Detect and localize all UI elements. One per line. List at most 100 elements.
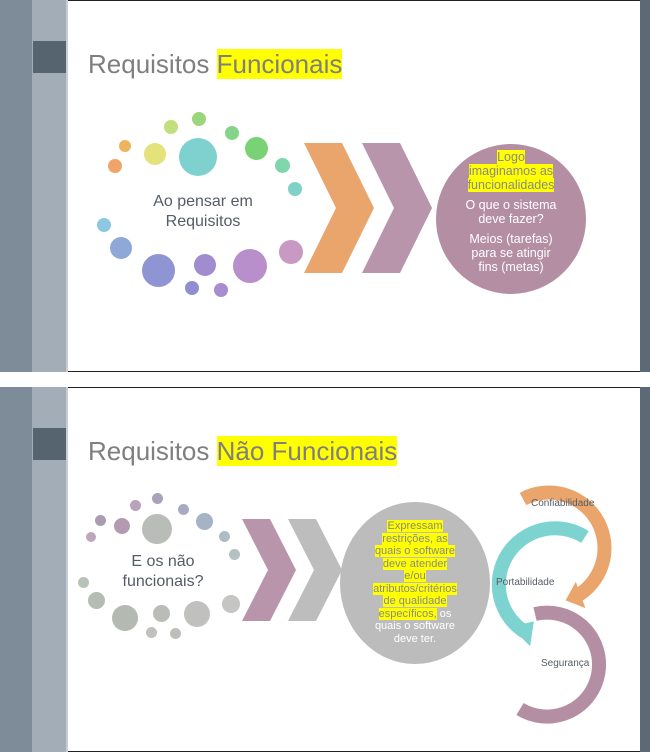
highlight-line: quais o software — [374, 545, 456, 557]
left-band-dark — [0, 0, 32, 372]
center-text: Ao pensar em Requisitos — [128, 192, 278, 232]
accent-square — [33, 428, 66, 460]
left-band-edge — [66, 0, 68, 372]
dot — [179, 138, 217, 176]
arc-label-seguranca: Segurança — [541, 658, 590, 669]
dot — [112, 605, 138, 631]
dot — [142, 254, 175, 287]
slide-title: Requisitos Não Funcionais — [88, 436, 398, 467]
chevron-1 — [304, 143, 374, 273]
arc-portabilidade-arrowhead — [510, 621, 534, 647]
dot — [152, 493, 163, 504]
highlight-line: deve atender — [382, 557, 448, 570]
info-circle: Expressam restrições, as quais o softwar… — [340, 502, 490, 664]
dot — [130, 500, 141, 511]
slide-title: Requisitos Funcionais — [88, 49, 343, 80]
dot — [95, 515, 106, 526]
dot — [110, 237, 132, 259]
arc-confiabilidade — [519, 485, 612, 604]
dot — [97, 218, 111, 232]
dot — [196, 513, 213, 530]
dot — [86, 532, 96, 542]
dot — [233, 249, 267, 283]
arc-label-confiabilidade: Confiabilidade — [531, 498, 595, 509]
circle-line: Meios (tarefas) — [469, 232, 553, 246]
highlight-line: de qualidade — [383, 595, 447, 607]
dot — [146, 627, 157, 638]
dot — [178, 504, 189, 515]
left-band-dark — [0, 387, 32, 752]
highlight-line: atributos/critérios — [373, 582, 457, 595]
tail-text: os — [436, 607, 452, 620]
dot — [229, 549, 240, 560]
center-text: E os não funcionais? — [98, 552, 228, 592]
info-circle: Logo imaginamos as funcionalidades O que… — [436, 144, 586, 294]
highlight-line: e/ou — [404, 570, 426, 582]
means-lines: Meios (tarefas) para se atingir fins (me… — [436, 232, 586, 274]
slide-nonfunctional-requirements: Requisitos Não Funcionais E os não funci… — [0, 387, 650, 752]
dot — [279, 240, 303, 264]
center-text-line: Ao pensar em — [153, 193, 253, 210]
right-strip — [640, 387, 650, 752]
cycle-arcs — [491, 485, 612, 724]
dot — [222, 595, 240, 613]
dot — [214, 283, 228, 297]
highlight-lines: Expressam restrições, as quais o softwar… — [340, 520, 490, 645]
dot — [185, 281, 199, 295]
title-plain: Requisitos — [88, 436, 217, 466]
slide-functional-requirements: Requisitos Funcionais Ao pensar em Requi… — [0, 0, 650, 372]
dot — [78, 577, 89, 588]
highlight-line: imaginamos as — [468, 164, 554, 178]
dot — [114, 518, 130, 534]
dot — [219, 531, 230, 542]
info-circle-content: Logo imaginamos as funcionalidades O que… — [436, 144, 586, 274]
dot — [142, 514, 172, 544]
dot — [275, 158, 290, 173]
arc-label-portabilidade: Portabilidade — [496, 577, 555, 588]
circle-line: quais o software — [374, 620, 456, 632]
circle-line: fins (metas) — [478, 260, 544, 274]
question-lines: O que o sistema deve fazer? — [436, 198, 586, 226]
dot — [119, 140, 131, 152]
circle-line: deve ter. — [393, 632, 437, 645]
left-band-edge — [66, 387, 68, 752]
chevron-1 — [242, 519, 296, 621]
circle-line: deve fazer? — [478, 212, 544, 226]
highlight-line: Expressam — [387, 520, 443, 532]
dot — [153, 605, 170, 622]
title-highlight: Não Funcionais — [216, 436, 398, 466]
chevron-arrows — [242, 519, 342, 621]
center-text-line: E os não — [131, 553, 195, 570]
circle-line: para se atingir — [471, 246, 551, 260]
highlight-line: específicos, — [378, 607, 437, 620]
arc-confiabilidade-arrowhead — [565, 581, 586, 609]
accent-square — [33, 41, 66, 73]
circle-line: O que o sistema — [465, 198, 557, 212]
chevron-2 — [288, 519, 342, 621]
highlight-lines: Logo imaginamos as funcionalidades — [436, 150, 586, 192]
dot — [192, 112, 206, 126]
dot — [184, 601, 210, 627]
dot — [144, 143, 166, 165]
center-text-line: Requisitos — [165, 213, 241, 230]
chevron-arrows — [304, 143, 432, 273]
dot — [225, 126, 239, 140]
info-circle-content: Expressam restrições, as quais o softwar… — [340, 502, 490, 645]
title-plain: Requisitos — [88, 49, 217, 79]
dot — [170, 628, 181, 639]
highlight-line: funcionalidades — [467, 178, 555, 192]
dot — [288, 182, 302, 196]
highlight-line: Logo — [497, 150, 525, 164]
arc-seguranca — [516, 605, 606, 724]
dot — [245, 137, 268, 160]
dot — [164, 120, 178, 134]
chevron-2 — [362, 143, 432, 273]
title-highlight: Funcionais — [216, 49, 343, 79]
highlight-line: restrições, as — [382, 532, 448, 545]
center-text-line: funcionais? — [122, 573, 204, 590]
arc-portabilidade — [491, 521, 589, 638]
right-strip — [640, 0, 650, 372]
dot — [194, 254, 216, 276]
dot — [88, 592, 105, 609]
dot — [108, 159, 122, 173]
